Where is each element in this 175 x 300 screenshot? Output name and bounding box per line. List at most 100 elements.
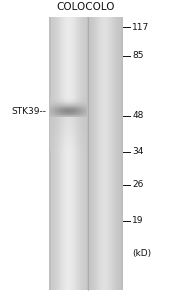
Bar [60, 98, 61, 99]
Bar [59, 150, 60, 151]
Bar [86, 142, 87, 143]
Bar [83, 16, 84, 290]
Bar [59, 134, 60, 135]
Bar [70, 150, 71, 151]
Bar [52, 99, 53, 100]
Bar [65, 105, 66, 106]
Bar [52, 149, 53, 150]
Bar [65, 133, 66, 134]
Bar [56, 150, 57, 151]
Bar [63, 118, 64, 119]
Bar [65, 143, 66, 144]
Bar [59, 125, 60, 126]
Bar [64, 117, 65, 118]
Bar [86, 119, 87, 121]
Bar [57, 98, 58, 99]
Bar [76, 107, 77, 108]
Bar [82, 102, 83, 103]
Bar [50, 110, 51, 111]
Bar [50, 99, 51, 100]
Bar [81, 16, 82, 290]
Bar [83, 109, 84, 110]
Bar [70, 119, 71, 120]
Bar [67, 148, 68, 149]
Bar [55, 117, 56, 118]
Bar [52, 110, 53, 111]
Bar [57, 110, 58, 111]
Bar [73, 121, 74, 122]
Bar [72, 150, 73, 151]
Bar [79, 104, 80, 105]
Bar [57, 115, 58, 116]
Bar [78, 101, 79, 102]
Bar [79, 144, 80, 145]
Bar [70, 148, 71, 149]
Bar [57, 102, 58, 103]
Bar [61, 109, 62, 110]
Bar [51, 117, 52, 118]
Bar [55, 135, 56, 136]
Bar [86, 110, 87, 111]
Bar [58, 148, 59, 149]
Bar [63, 101, 64, 102]
Bar [82, 119, 83, 120]
Bar [51, 150, 52, 151]
Bar [80, 111, 81, 112]
Bar [68, 100, 69, 101]
Bar [85, 112, 86, 113]
Text: (kD): (kD) [132, 249, 151, 258]
Bar [58, 117, 59, 118]
Bar [54, 122, 55, 123]
Bar [55, 118, 56, 119]
Bar [116, 16, 117, 290]
Bar [86, 134, 87, 135]
Bar [50, 116, 51, 117]
Bar [86, 112, 87, 113]
Bar [59, 131, 60, 132]
Bar [53, 133, 54, 134]
Bar [67, 118, 68, 119]
Bar [81, 140, 82, 141]
Bar [94, 16, 95, 290]
Bar [63, 141, 64, 142]
Bar [65, 122, 66, 123]
Bar [78, 100, 79, 101]
Bar [69, 114, 70, 115]
Bar [53, 104, 54, 105]
Bar [84, 142, 85, 143]
Bar [69, 123, 70, 124]
Bar [56, 105, 57, 106]
Bar [82, 123, 83, 124]
Bar [62, 115, 63, 116]
Bar [73, 128, 74, 130]
Bar [54, 126, 55, 127]
Bar [83, 99, 84, 100]
Bar [61, 110, 62, 111]
Bar [81, 132, 82, 133]
Bar [77, 134, 78, 135]
Bar [67, 127, 68, 128]
Bar [66, 112, 67, 113]
Bar [63, 136, 64, 137]
Bar [64, 148, 65, 149]
Bar [52, 106, 53, 107]
Bar [64, 100, 65, 101]
Bar [78, 137, 79, 139]
Bar [85, 110, 86, 111]
Bar [71, 105, 72, 106]
Bar [112, 16, 113, 290]
Bar [57, 133, 58, 134]
Bar [75, 122, 76, 123]
Bar [83, 137, 84, 139]
Bar [83, 135, 84, 136]
Bar [86, 122, 87, 123]
Bar [66, 117, 67, 118]
Bar [62, 100, 63, 101]
Bar [56, 117, 57, 118]
Bar [63, 113, 64, 114]
Bar [68, 108, 69, 109]
Bar [59, 104, 60, 105]
Bar [85, 140, 86, 141]
Bar [75, 107, 76, 108]
Bar [52, 128, 53, 130]
